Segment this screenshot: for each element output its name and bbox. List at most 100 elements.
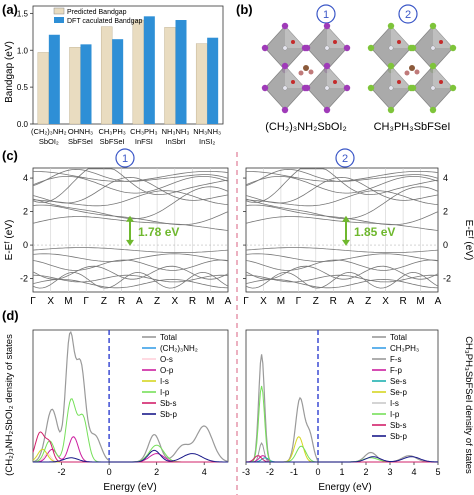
- kpoint-label: X: [171, 296, 178, 307]
- center-atom: [324, 85, 330, 91]
- structure-2: 2 CH₃PH₃SbFSeI: [367, 4, 457, 133]
- anion-atom: [387, 106, 395, 114]
- kpoint-label: R: [189, 296, 196, 307]
- dos-xtick-label: 0: [107, 467, 112, 477]
- dos-legend-label: F-p: [390, 366, 403, 375]
- band-line: [32, 247, 229, 253]
- bar-predicted: [69, 47, 81, 125]
- dos-legend-label: Total: [390, 333, 407, 342]
- anion-atom: [367, 84, 375, 92]
- kpoint-label: M: [64, 296, 72, 307]
- dos-curve: [246, 457, 438, 463]
- bar-marks: [37, 16, 219, 125]
- organic-atom: [409, 65, 415, 71]
- bar-dft: [207, 37, 219, 124]
- dos-curve: [246, 385, 438, 463]
- dos-xtick-label: 3: [387, 467, 392, 477]
- band-ytick-label: 2: [23, 207, 28, 217]
- anion-atom: [323, 106, 331, 114]
- structure-circle-2: [398, 4, 418, 24]
- structure-circle-label-2: 2: [405, 9, 411, 21]
- anion-atom: [449, 84, 457, 92]
- anion-atom: [281, 106, 289, 114]
- center-atom: [430, 45, 436, 51]
- band-ylabel-1: E-Eᶠ (eV): [4, 220, 15, 261]
- center-atom: [388, 85, 394, 91]
- bar-xlabel-top: CH₃PH₃: [98, 127, 125, 136]
- dos-legend-label: Total: [160, 333, 177, 342]
- center-atom: [324, 45, 330, 51]
- band-line: [245, 176, 439, 204]
- band-frame: [245, 167, 439, 293]
- band-line: [245, 216, 439, 231]
- anion-atom: [429, 62, 437, 70]
- bar-yticks: 0.0 0.5 1.0 1.5: [17, 9, 33, 129]
- kpoint-label: A: [225, 296, 232, 307]
- bar-ytick-label: 0.0: [17, 120, 29, 129]
- kpoint-label: X: [260, 296, 267, 307]
- bar-ytick-label: 0.5: [17, 83, 29, 92]
- dos-xtick-label: 0: [315, 467, 320, 477]
- gap-arrow-head: [126, 215, 134, 222]
- bar-xlabel-bottom: InSbrI: [165, 137, 185, 146]
- band-line: [245, 186, 439, 220]
- kpoint-label: Z: [365, 296, 371, 307]
- gap-arrow-head: [342, 239, 350, 246]
- legend-swatch-dft: [54, 17, 64, 23]
- panel-label-c: (c): [2, 148, 18, 163]
- band-line: [245, 259, 439, 271]
- dos-curve: [246, 441, 438, 463]
- band-ylabel-2: E-Eᶠ (eV): [463, 220, 474, 261]
- anion-atom: [387, 62, 395, 70]
- dos-xtick-label: -1: [290, 467, 298, 477]
- band-line: [245, 176, 439, 194]
- dos-xlabel-1: Energy (eV): [103, 482, 156, 493]
- dos-xtick-label: -3: [242, 467, 250, 477]
- bar-predicted: [100, 26, 113, 125]
- dos-legend-label: Sb-p: [390, 432, 407, 441]
- gap-arrow-head: [342, 215, 350, 222]
- bar-xlabel-bottom: InSI₂: [199, 137, 215, 146]
- bar-dft: [143, 16, 155, 125]
- band-circle-label-1: 1: [122, 153, 128, 165]
- kpoint-label: Z: [101, 296, 107, 307]
- organic-atom: [308, 69, 314, 75]
- anion-atom: [323, 62, 331, 70]
- kpoint-label: Γ: [243, 296, 249, 307]
- bar-dft: [175, 20, 187, 125]
- octahedron-face: [391, 26, 411, 48]
- bar-legend: Predicted Bandgap DFT caculated Bandgap: [53, 7, 142, 25]
- band-line: [245, 265, 439, 280]
- bar-plot-frame: [32, 5, 224, 125]
- dos-xtick-label: 1: [339, 467, 344, 477]
- band-line: [245, 278, 439, 289]
- band-circle-2: [335, 148, 355, 168]
- anion-atom: [449, 44, 457, 52]
- dos-xtick-label: -2: [266, 467, 274, 477]
- anion-atom: [281, 62, 289, 70]
- bar-xlabel-top: OHNH₃: [68, 127, 93, 136]
- kpoint-label: Γ: [83, 296, 89, 307]
- kpoint-label: X: [382, 296, 389, 307]
- band-ytick-label: 2: [443, 207, 448, 217]
- dos-2: -3 -2 -1 0 1 2 3 4 5 Total CH₃PH₃ F-s F-p Se-s Se-p I-s…: [242, 329, 441, 477]
- organic-atom: [298, 70, 304, 76]
- bar-xlabels: (CH₂)₃NH₂SbOI₂OHNH₃SbFSeICH₃PH₃SbFSeICH₃…: [31, 127, 221, 146]
- bar-xlabel-top: (CH₂)₃NH₂: [31, 127, 67, 136]
- band-line: [33, 171, 229, 182]
- kpoint-label: Γ: [30, 296, 36, 307]
- band-frame: [32, 167, 229, 293]
- bar-ytick-label: 1.5: [17, 9, 29, 18]
- dos-legend-label: (CH₂)₃NH₂: [160, 344, 198, 353]
- kpoint-label: Γ: [296, 296, 302, 307]
- anion-atom: [281, 22, 289, 30]
- band-ytick-label: -2: [20, 274, 28, 284]
- anion-atom: [303, 44, 311, 52]
- bar-dft: [48, 34, 60, 125]
- band-ytick-label: 0: [443, 240, 448, 250]
- band-line: [32, 271, 229, 289]
- band-line: [32, 278, 229, 289]
- band-line: [246, 171, 439, 182]
- bar-xlabel-bottom: InFSI: [135, 137, 153, 146]
